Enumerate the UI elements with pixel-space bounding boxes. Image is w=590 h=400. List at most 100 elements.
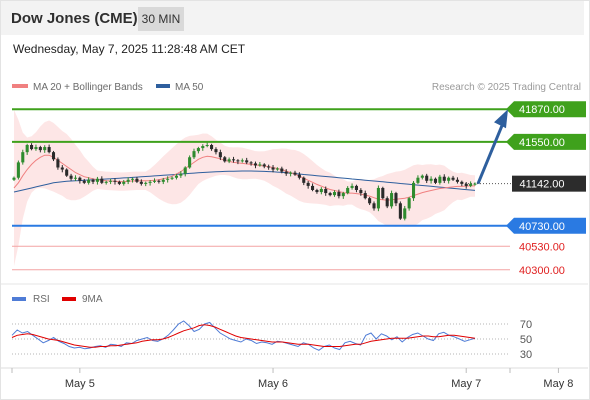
pivot-label: 40730.00 [519, 221, 565, 233]
candle [460, 181, 464, 184]
candle [218, 152, 222, 158]
candle [293, 172, 297, 175]
candle [51, 152, 56, 160]
candle [139, 181, 143, 184]
legend-swatch-ma50 [156, 84, 170, 88]
candle [398, 203, 402, 219]
support-label: 40300.00 [519, 265, 565, 277]
candle [381, 187, 385, 199]
candle [47, 147, 51, 153]
candle [60, 167, 64, 170]
candle [403, 208, 407, 219]
candle [223, 157, 227, 162]
rsi-legend-swatch [12, 297, 26, 301]
candle [34, 147, 38, 150]
ma20-line [13, 154, 475, 201]
candle [354, 185, 358, 190]
candle [363, 193, 367, 199]
candle [87, 179, 91, 183]
pivot-tag [506, 217, 586, 234]
last-price-label: 41142.00 [519, 179, 564, 191]
candle [271, 167, 275, 170]
candle [284, 171, 288, 174]
candle [196, 148, 200, 152]
legend-swatch-ma20 [12, 84, 28, 88]
candle [82, 180, 86, 183]
candle [205, 145, 209, 147]
candle [30, 145, 34, 150]
candle [78, 177, 82, 181]
candle [192, 151, 196, 158]
projection-arrow [476, 122, 505, 185]
resistance-tag [506, 101, 586, 118]
candle [100, 178, 104, 183]
candle [350, 185, 354, 188]
candle [359, 190, 363, 194]
candle [170, 177, 174, 179]
candle [91, 179, 95, 182]
candle [95, 178, 99, 182]
candle [236, 160, 240, 162]
candle [21, 152, 25, 163]
rsi-level-label: 50 [520, 334, 532, 346]
candle [214, 149, 218, 153]
candle [473, 183, 477, 185]
legend-label-ma50: MA 50 [175, 82, 204, 93]
candle [227, 159, 231, 162]
candle [442, 176, 446, 181]
candle [425, 175, 429, 181]
candle [280, 168, 284, 172]
candle [390, 193, 394, 207]
candle [315, 190, 319, 193]
ma9-legend-swatch [62, 297, 76, 301]
candle [319, 188, 323, 193]
candle [113, 180, 117, 182]
candle [433, 178, 438, 183]
support-label: 40530.00 [519, 241, 565, 253]
candle [451, 177, 455, 180]
candle [438, 176, 442, 183]
candle [166, 178, 170, 180]
candle [275, 168, 279, 170]
candle [161, 179, 165, 182]
candle [69, 175, 73, 179]
instrument-title: Dow Jones (CME) [11, 10, 138, 27]
candle [258, 164, 262, 166]
chart-datetime: Wednesday, May 7, 2025 11:28:48 AM CET [13, 42, 246, 56]
candle [104, 181, 108, 183]
candle [240, 160, 244, 162]
candle [385, 198, 389, 207]
candle [267, 166, 271, 168]
timeframe-button[interactable]: 30 MIN [138, 7, 184, 31]
research-credit: Research © 2025 Trading Central [432, 82, 581, 93]
candle [210, 145, 214, 150]
time-label: May 6 [258, 378, 288, 390]
candle [289, 172, 293, 174]
candle [56, 159, 60, 168]
candle [368, 198, 372, 204]
candle [346, 187, 350, 194]
resistance-label: 41550.00 [519, 137, 565, 149]
candle [135, 178, 139, 182]
candle [148, 181, 152, 183]
candle [262, 164, 266, 167]
candle [245, 160, 249, 163]
candle [25, 145, 29, 153]
candle [420, 175, 424, 178]
rsi-legend-label: RSI [33, 294, 50, 305]
legend-label-ma20: MA 20 + Bollinger Bands [33, 82, 143, 93]
candle [188, 157, 192, 168]
time-label: May 7 [451, 378, 481, 390]
candle [43, 147, 47, 151]
candle [464, 183, 468, 186]
candle [117, 181, 121, 184]
candle [12, 177, 16, 180]
candle [328, 193, 332, 196]
candle [455, 179, 459, 182]
rsi-level-label: 70 [520, 319, 532, 331]
candle [65, 169, 69, 176]
candle [429, 178, 433, 181]
rsi-level-label: 30 [520, 349, 532, 361]
resistance-tag [506, 133, 586, 150]
candle [297, 174, 301, 178]
